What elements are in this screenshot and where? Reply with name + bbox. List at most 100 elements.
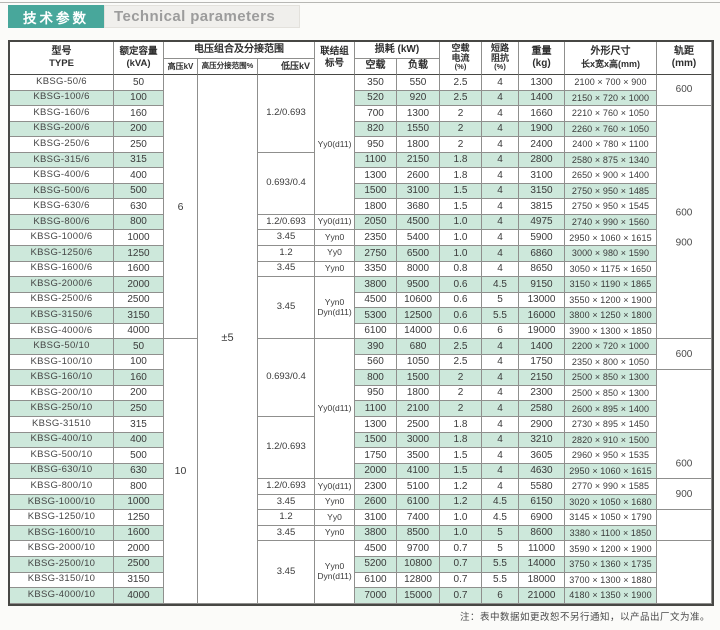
header-impedance: 短路 阻抗 (%) <box>482 42 519 75</box>
cell-hv: 6 <box>164 75 198 340</box>
cell-dimensions: 2350 × 800 × 1050 <box>565 354 657 371</box>
gauge-label: 600 <box>675 207 693 219</box>
cell-no-load-loss: 1750 <box>355 448 397 464</box>
cell-load-loss: 8500 <box>397 525 440 542</box>
cell-capacity: 3150 <box>114 572 164 589</box>
cell-weight: 1400 <box>519 90 565 107</box>
cell-dimensions: 3900 × 1300 × 1850 <box>565 323 657 340</box>
cell-no-load-loss: 1100 <box>355 401 397 418</box>
cell-capacity: 1600 <box>114 261 164 278</box>
cell-dimensions: 3800 × 1250 × 1800 <box>565 308 657 324</box>
cell-vector: Yyn0 <box>315 525 355 542</box>
cell-type: KBSG-100/10 <box>10 354 114 371</box>
cell-lv: 3.45 <box>258 541 315 604</box>
cell-dimensions: 2730 × 895 × 1450 <box>565 417 657 433</box>
cell-impedance: 4 <box>482 183 519 200</box>
cell-weight: 1750 <box>519 354 565 371</box>
cell-impedance: 5.5 <box>482 556 519 573</box>
cell-impedance: 4 <box>482 230 519 247</box>
cell-lv: 1.2/0.693 <box>258 75 315 153</box>
cell-dimensions: 2400 × 780 × 1100 <box>565 137 657 153</box>
cell-no-load-loss: 800 <box>355 370 397 386</box>
cell-weight: 3100 <box>519 168 565 184</box>
cell-capacity: 250 <box>114 401 164 418</box>
cell-vector: Yyn0 Dyn(d11) <box>315 541 355 604</box>
cell-type: KBSG-2500/10 <box>10 556 114 573</box>
cell-no-load-current: 0.6 <box>440 277 482 293</box>
cell-weight: 2580 <box>519 401 565 418</box>
cell-no-load-current: 2.5 <box>440 75 482 91</box>
cell-impedance: 4 <box>482 246 519 262</box>
cell-type: KBSG-50/6 <box>10 75 114 91</box>
cell-no-load-current: 1.8 <box>440 417 482 433</box>
cell-type: KBSG-250/10 <box>10 401 114 418</box>
cell-weight: 21000 <box>519 588 565 604</box>
cell-no-load-loss: 950 <box>355 385 397 402</box>
cell-type: KBSG-50/10 <box>10 339 114 355</box>
gauge-label: 900 <box>675 237 693 249</box>
cell-lv: 0.693/0.4 <box>258 339 315 418</box>
cell-load-loss: 4500 <box>397 214 440 231</box>
cell-capacity: 1250 <box>114 510 164 526</box>
cell-type: KBSG-4000/10 <box>10 588 114 604</box>
cell-lv: 3.45 <box>258 525 315 542</box>
cell-dimensions: 2950 × 1060 × 1615 <box>565 463 657 480</box>
cell-vector: Yy0 <box>315 510 355 526</box>
cell-impedance: 4 <box>482 432 519 449</box>
cell-tap: ±5 <box>198 75 258 604</box>
cell-type: KBSG-1000/10 <box>10 494 114 511</box>
cell-load-loss: 920 <box>397 90 440 107</box>
cell-no-load-current: 0.8 <box>440 261 482 278</box>
cell-no-load-loss: 6100 <box>355 572 397 589</box>
cell-load-loss: 12500 <box>397 308 440 324</box>
cell-load-loss: 2600 <box>397 168 440 184</box>
cell-load-loss: 9500 <box>397 277 440 293</box>
cell-load-loss: 6100 <box>397 494 440 511</box>
cell-no-load-current: 2 <box>440 137 482 153</box>
cell-no-load-loss: 7000 <box>355 588 397 604</box>
cell-no-load-loss: 560 <box>355 354 397 371</box>
cell-capacity: 200 <box>114 385 164 402</box>
cell-weight: 1400 <box>519 339 565 355</box>
cell-no-load-loss: 2750 <box>355 246 397 262</box>
cell-no-load-current: 2.5 <box>440 90 482 107</box>
cell-dimensions: 3550 × 1200 × 1900 <box>565 292 657 309</box>
cell-type: KBSG-630/6 <box>10 199 114 215</box>
cell-no-load-current: 2.5 <box>440 339 482 355</box>
cell-impedance: 4 <box>482 137 519 153</box>
cell-dimensions: 3700 × 1300 × 1880 <box>565 572 657 589</box>
cell-type: KBSG-4000/6 <box>10 323 114 340</box>
cell-weight: 1900 <box>519 121 565 138</box>
cell-no-load-current: 2 <box>440 370 482 386</box>
cell-type: KBSG-500/10 <box>10 448 114 464</box>
cell-dimensions: 2500 × 850 × 1300 <box>565 385 657 402</box>
cell-type: KBSG-200/6 <box>10 121 114 138</box>
cell-type: KBSG-160/10 <box>10 370 114 386</box>
cell-no-load-loss: 2300 <box>355 479 397 495</box>
cell-weight: 1300 <box>519 75 565 91</box>
cell-load-loss: 550 <box>397 75 440 91</box>
cell-lv: 1.2/0.693 <box>258 417 315 480</box>
cell-dimensions: 2770 × 990 × 1585 <box>565 479 657 495</box>
header-hv-tap: 高压分接范围% <box>198 59 258 75</box>
cell-lv: 3.45 <box>258 230 315 247</box>
cell-vector: Yy0 <box>315 246 355 262</box>
cell-type: KBSG-1000/6 <box>10 230 114 247</box>
cell-capacity: 1600 <box>114 525 164 542</box>
cell-impedance: 4 <box>482 214 519 231</box>
cell-impedance: 4 <box>482 385 519 402</box>
cell-load-loss: 7400 <box>397 510 440 526</box>
cell-no-load-loss: 820 <box>355 121 397 138</box>
cell-weight: 2400 <box>519 137 565 153</box>
cell-vector: Yy0(d11) <box>315 75 355 215</box>
cell-type: KBSG-100/6 <box>10 90 114 107</box>
cell-dimensions: 3050 × 1175 × 1650 <box>565 261 657 278</box>
cell-capacity: 2000 <box>114 277 164 293</box>
cell-type: KBSG-3150/10 <box>10 572 114 589</box>
cell-load-loss: 5400 <box>397 230 440 247</box>
cell-lv: 1.2 <box>258 510 315 526</box>
footnote: 注：表中数据如更改恕不另行通知，以产品出厂文为准。 <box>459 612 710 623</box>
cell-capacity: 50 <box>114 75 164 91</box>
cell-load-loss: 1800 <box>397 137 440 153</box>
header-no-load-loss: 空载 <box>355 59 397 75</box>
